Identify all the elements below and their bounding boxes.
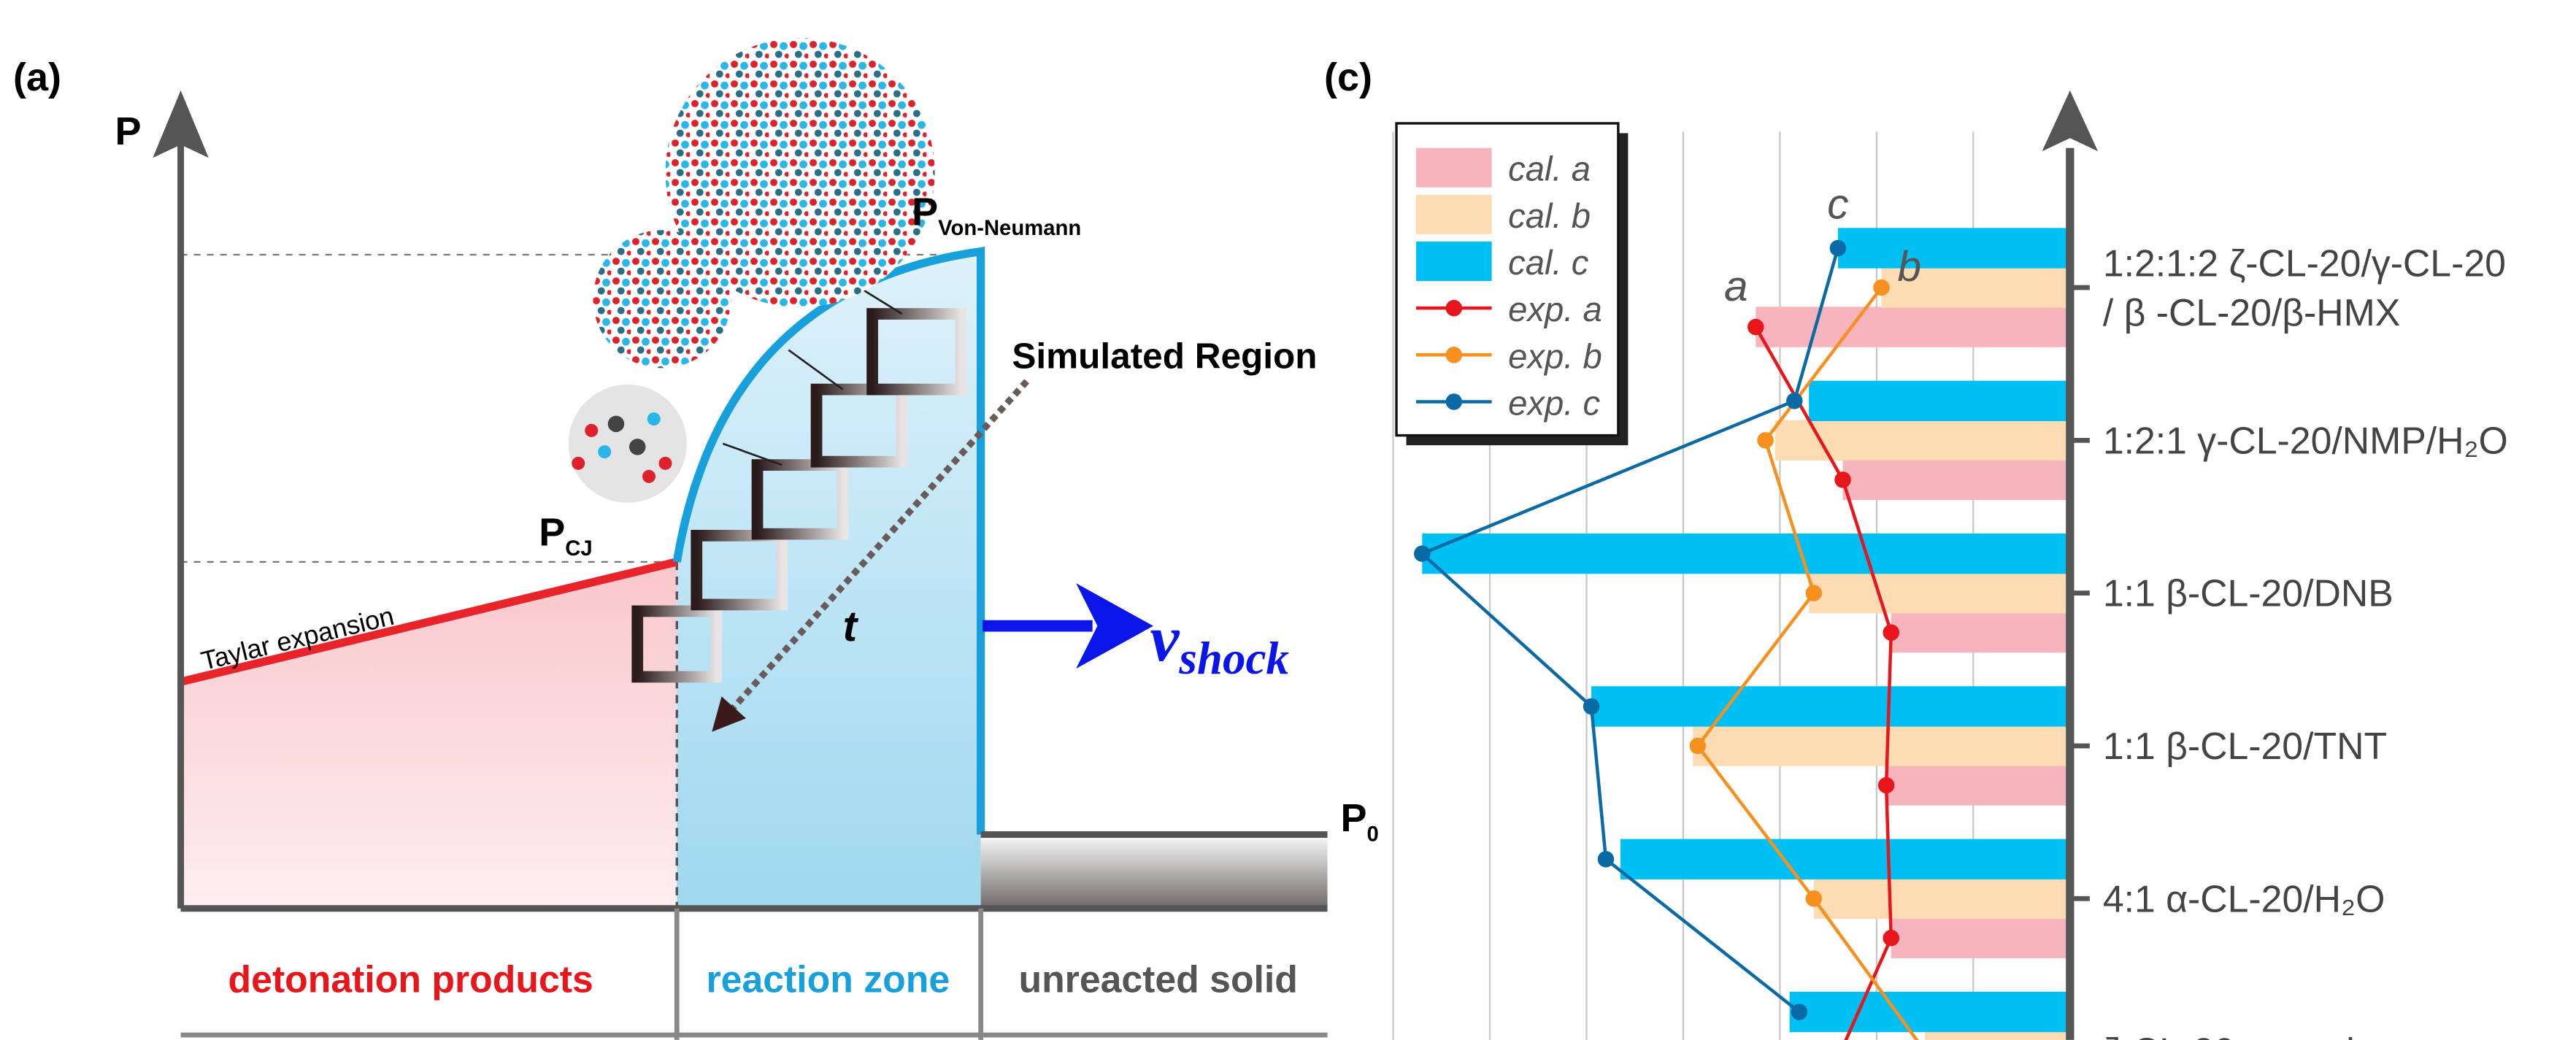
legend-label: exp. c <box>1508 384 1600 423</box>
y-axis-label: P <box>115 109 142 153</box>
legend-marker <box>1445 393 1463 410</box>
products-region <box>180 561 677 909</box>
time-label: t <box>843 603 859 650</box>
bar <box>1809 380 2070 422</box>
molecule-medium <box>593 230 731 369</box>
point <box>1805 585 1823 601</box>
legend-marker <box>1445 299 1463 317</box>
bar <box>1837 228 2070 269</box>
panel-a: (a) <box>13 37 1379 1040</box>
bar <box>1813 878 2070 919</box>
zone-label: reaction zone <box>707 958 950 1001</box>
molecule <box>572 412 672 483</box>
category-label: 1:1 β-CL-20/TNT <box>2103 725 2387 767</box>
point <box>1883 624 1899 641</box>
axis-arrow <box>153 90 209 158</box>
bar <box>1891 917 2070 958</box>
legend-swatch <box>1416 194 1492 234</box>
legend-label: exp. a <box>1508 290 1602 329</box>
point <box>1748 318 1764 336</box>
legend-label: cal. b <box>1508 197 1591 236</box>
category-label: / β -CL-20/β-HMX <box>2103 291 2400 334</box>
bar <box>1891 612 2070 653</box>
molecule-large <box>665 37 935 308</box>
simulated-region-label: Simulated Region <box>1012 336 1317 376</box>
label-sub: CJ <box>565 537 592 561</box>
squares <box>631 308 967 683</box>
label-main: P <box>539 510 565 554</box>
label-sub: Von-Neumann <box>938 217 1081 240</box>
bar <box>1756 307 2070 347</box>
series-annotation: b <box>1897 243 1921 290</box>
reaction-region <box>677 251 981 909</box>
bar <box>1881 267 2070 308</box>
point <box>1583 698 1600 715</box>
label-main: v <box>1150 603 1180 675</box>
bar <box>1842 459 2070 501</box>
label-main: P <box>912 190 938 234</box>
category-label: 1:2:1:2 ζ-CL-20/γ-CL-20 <box>2103 242 2506 284</box>
series-annotation: a <box>1724 263 1748 310</box>
category-label: 1:2:1 γ-CL-20/NMP/H₂O <box>2103 419 2508 461</box>
legend: cal. a cal. b cal. c exp. a exp. b exp. c <box>1395 122 1629 446</box>
bar <box>1886 765 2070 806</box>
category-label: 1:1 β-CL-20/DNB <box>2103 572 2394 615</box>
shock-front <box>672 247 985 835</box>
bar <box>1789 991 2070 1033</box>
point <box>1834 471 1851 488</box>
zone-label: unreacted solid <box>1018 958 1297 1001</box>
legend-label: cal. a <box>1508 150 1591 189</box>
shock-arrow-head <box>1076 583 1153 669</box>
point <box>1883 930 1899 947</box>
category-label: ζ-CL-20 crystal <box>2103 1031 2355 1040</box>
point <box>1786 393 1803 409</box>
solid-region <box>980 834 1328 909</box>
velocity-label: vshock <box>1150 603 1289 684</box>
point <box>1414 545 1431 562</box>
legend-marker <box>1445 347 1463 363</box>
panel-label: (a) <box>13 55 61 99</box>
bar <box>1591 686 2070 727</box>
legend-label: cal. c <box>1508 244 1589 282</box>
molecule-small <box>568 384 687 503</box>
panel-label: (c) <box>1324 55 1372 99</box>
bar <box>1693 725 2070 766</box>
taylor-line <box>180 558 678 686</box>
series-line <box>1695 286 1919 1040</box>
axis-arrow <box>2042 90 2099 152</box>
p-vn-label: PVon-Neumann <box>912 190 1081 241</box>
p0-label: P0 <box>1341 796 1379 847</box>
bar <box>1620 839 2070 879</box>
point <box>1805 890 1823 907</box>
zone-label: detonation products <box>228 958 593 1001</box>
point <box>1757 432 1774 449</box>
series-line <box>1754 326 1893 1040</box>
label-sub: shock <box>1178 633 1289 684</box>
category-label: 4:1 α-CL-20/H₂O <box>2103 877 2385 920</box>
point <box>1873 279 1890 296</box>
panel-c: (c) a b c 1:2:1:2 ζ-CL-20/γ-CL-20 / β -CL-20… <box>1324 55 2508 1040</box>
point <box>1689 737 1707 755</box>
point <box>1791 1004 1808 1020</box>
label-sub: 0 <box>1367 823 1379 846</box>
legend-label: exp. b <box>1508 337 1602 376</box>
series-line <box>1419 247 1840 1014</box>
bar <box>1809 572 2070 614</box>
bar <box>1775 420 2070 461</box>
p-cj-label: PCJ <box>539 510 592 561</box>
series-annotation: c <box>1827 181 1848 228</box>
label-main: P <box>1341 796 1367 840</box>
legend-swatch <box>1416 147 1492 188</box>
bar <box>1422 533 2070 574</box>
legend-swatch <box>1416 242 1492 282</box>
point <box>1829 239 1847 257</box>
point <box>1877 777 1895 794</box>
bar <box>1925 1031 2070 1040</box>
point <box>1597 851 1615 868</box>
